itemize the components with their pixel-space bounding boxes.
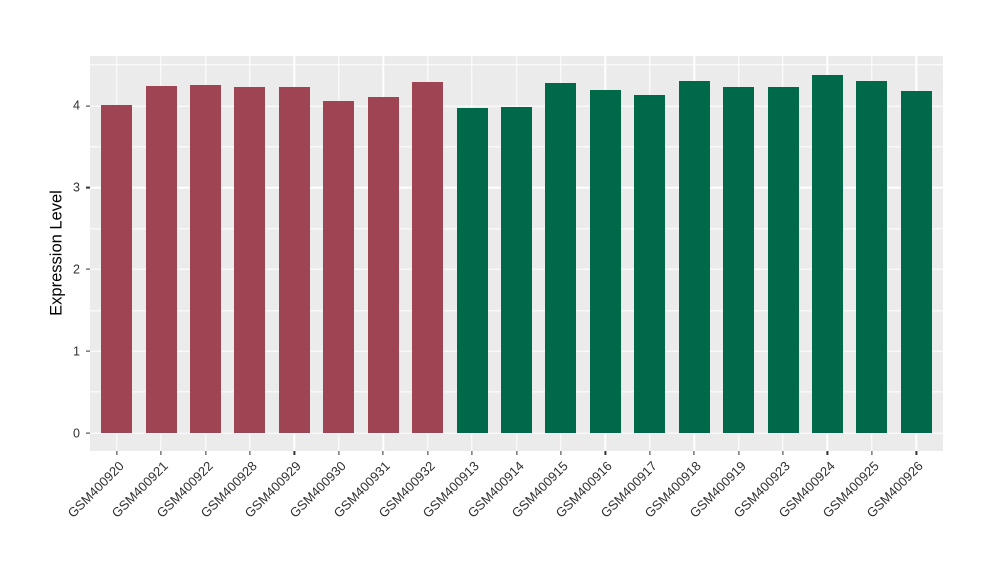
bar-GSM400929 [278,87,310,434]
bar-GSM400928 [234,87,266,434]
bar-GSM400932 [412,82,444,434]
x-tick-mark [915,451,917,455]
bar-GSM400922 [189,85,222,434]
bar-GSM400918 [678,81,710,434]
x-tick-mark [693,451,695,455]
bar-GSM400924 [811,74,844,434]
x-tick-mark [471,451,473,455]
bar-GSM400923 [767,87,799,434]
x-tick-mark [604,451,606,455]
x-tick-mark [560,451,562,455]
y-tick-label: 0 [73,425,80,440]
x-tick-mark [382,451,384,455]
y-tick-mark [86,432,90,434]
x-tick-mark [249,451,251,455]
bar-GSM400926 [900,91,932,434]
x-tick-mark [293,451,295,455]
x-tick-mark [782,451,784,455]
x-tick-mark [649,451,651,455]
x-tick-mark [738,451,740,455]
x-tick-mark [826,451,829,455]
y-tick-mark [86,105,90,107]
bar-GSM400925 [856,81,888,434]
bar-GSM400917 [634,95,666,434]
plot-panel [90,56,943,451]
bar-GSM400930 [323,101,355,434]
y-tick-mark [86,187,90,189]
x-axis-labels: GSM400920 GSM400921 GSM400922 GSM400928 GSM4… [64,458,943,569]
x-tick-mark [427,451,429,455]
x-tick-mark [871,451,873,455]
bar-GSM400915 [545,83,577,434]
y-tick-mark [86,268,90,271]
bar-GSM400913 [456,107,488,434]
bar-GSM400921 [145,86,177,434]
y-tick-label: 2 [73,262,80,277]
y-tick-label: 3 [73,180,80,195]
bar-GSM400919 [723,87,755,434]
x-tick-mark [204,451,207,455]
y-tick-mark [86,350,90,352]
x-tick-mark [116,451,118,455]
y-tick-label: 4 [73,98,80,113]
x-tick-mark [338,451,340,455]
bar-GSM400920 [101,105,133,434]
x-tick-mark [515,451,518,455]
bar-GSM400914 [500,106,533,434]
bar-GSM400931 [367,96,399,434]
bar-GSM400916 [589,89,621,434]
x-tick-mark [160,451,162,455]
y-tick-label: 1 [73,343,80,358]
y-axis: 0 1 2 3 4 [0,56,90,451]
x-axis-ticks [90,451,943,457]
